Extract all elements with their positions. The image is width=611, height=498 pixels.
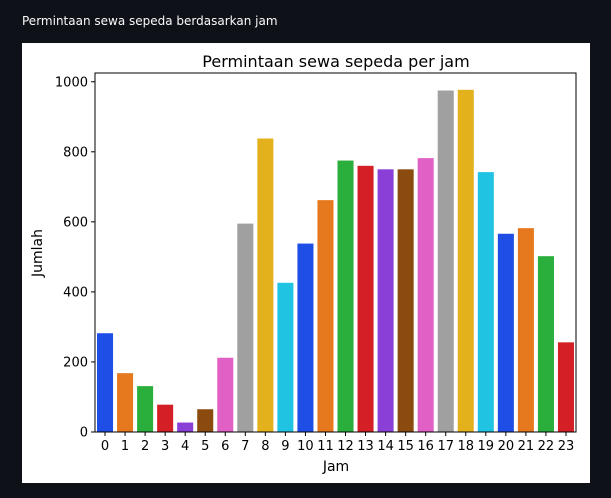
x-axis-ticks: 0 1 2 3 4 5 6 7 8 9 10 11 12 13 14 15 16 17 18 19 20 21 22 23: [101, 432, 574, 454]
x-tick-label: 22: [538, 439, 555, 454]
x-tick-label: 12: [337, 439, 354, 454]
x-tick-label: 10: [297, 439, 314, 454]
chart-title: Permintaan sewa sepeda per jam: [202, 52, 469, 71]
bar-17: [437, 90, 454, 432]
chart-card: Permintaan sewa sepeda per jam 0 200 400 60…: [22, 43, 590, 483]
x-tick-label: 11: [317, 439, 334, 454]
bar-chart: Permintaan sewa sepeda per jam 020040060…: [30, 52, 577, 475]
bar-7: [237, 223, 254, 432]
bar-20: [497, 233, 514, 432]
x-tick-label: 1: [121, 439, 129, 454]
x-axis-label: Jam: [322, 459, 349, 475]
bar-19: [477, 172, 494, 432]
bar-5: [197, 409, 214, 432]
bar-8: [257, 138, 274, 432]
y-tick-label: 600: [63, 215, 88, 230]
y-tick-label: 200: [63, 355, 88, 370]
bars: [97, 89, 574, 433]
bar-12: [337, 160, 354, 432]
x-tick-label: 4: [181, 439, 189, 454]
page-heading: Permintaan sewa sepeda berdasarkan jam: [22, 14, 278, 28]
bar-16: [417, 158, 434, 433]
bar-21: [517, 228, 534, 432]
x-tick-label: 9: [281, 439, 289, 454]
y-tick-label: 800: [63, 145, 88, 160]
bar-23: [557, 342, 574, 432]
x-tick-label: 6: [221, 439, 229, 454]
bar-10: [297, 243, 314, 432]
x-tick-label: 21: [518, 439, 535, 454]
y-axis-ticks: 0 200 400 600 800 1000: [55, 75, 95, 441]
y-tick-label: 400: [63, 285, 88, 300]
y-tick-label: 1000: [55, 75, 88, 90]
x-tick-label: 3: [161, 439, 169, 454]
bar-15: [397, 169, 414, 432]
x-tick-label: 2: [141, 439, 149, 454]
x-tick-label: 16: [417, 439, 434, 454]
bar-0: [97, 333, 114, 432]
y-tick-label: 0: [80, 426, 88, 441]
x-tick-label: 19: [478, 439, 495, 454]
bar-2: [137, 386, 154, 432]
plot-frame: [94, 72, 577, 433]
x-tick-label: 15: [397, 439, 414, 454]
x-tick-label: 5: [201, 439, 209, 454]
x-tick-label: 13: [357, 439, 374, 454]
bar-13: [357, 165, 374, 432]
x-tick-label: 20: [498, 439, 515, 454]
bar-14: [377, 169, 394, 432]
x-tick-label: 14: [377, 439, 394, 454]
bar-9: [277, 282, 294, 432]
x-tick-label: 7: [241, 439, 249, 454]
x-tick-label: 18: [457, 439, 474, 454]
x-tick-label: 17: [437, 439, 454, 454]
y-axis-label: Jumlah: [30, 229, 46, 278]
bar-22: [537, 256, 554, 432]
bar-1: [117, 373, 134, 432]
x-tick-label: 23: [558, 439, 575, 454]
bar-18: [457, 89, 474, 432]
bar-6: [217, 357, 234, 432]
x-tick-label: 0: [101, 439, 109, 454]
bar-4: [177, 422, 194, 432]
bar-11: [317, 200, 334, 432]
x-tick-label: 8: [261, 439, 269, 454]
bar-3: [157, 404, 174, 432]
